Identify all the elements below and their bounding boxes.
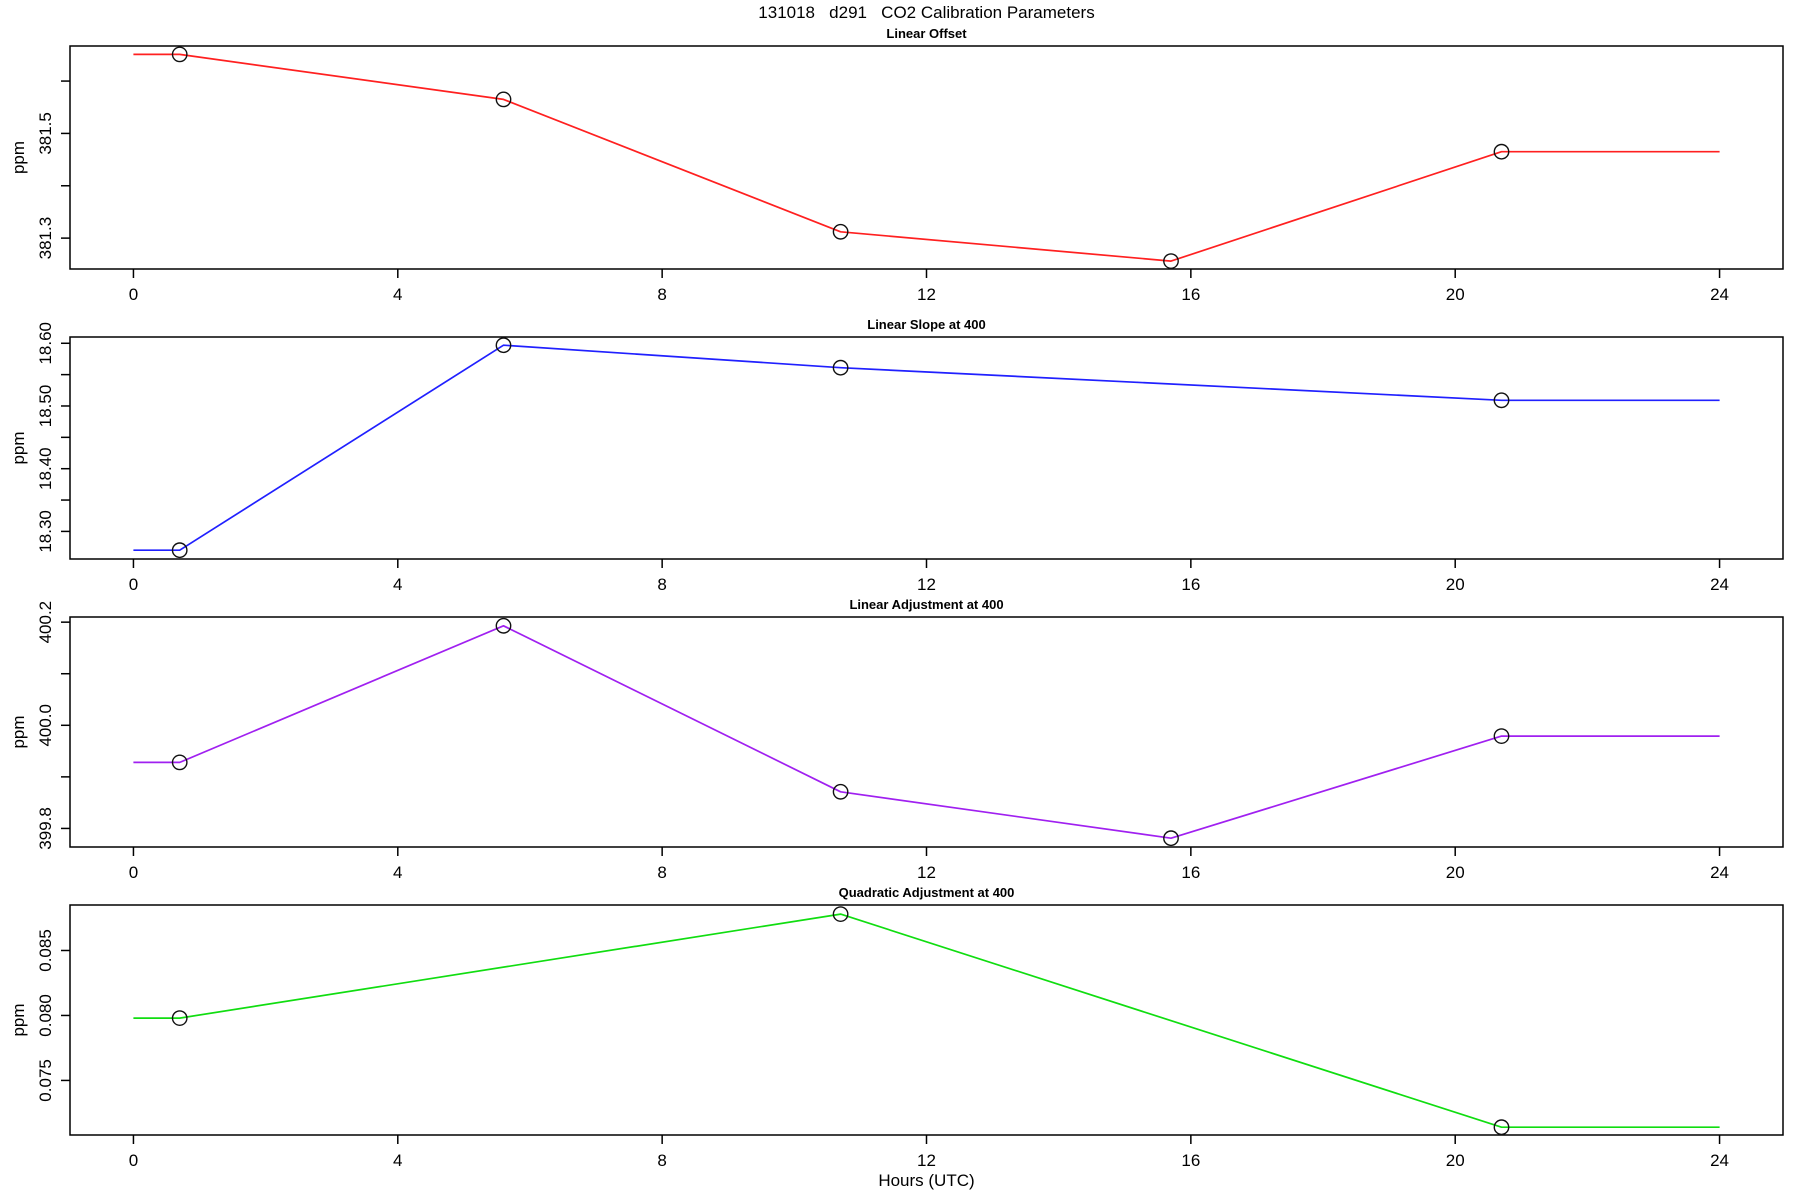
panel-title-quadratic-adjustment: Quadratic Adjustment at 400 (838, 885, 1015, 900)
y-tick-label: 0.080 (36, 994, 55, 1037)
x-tick-label: 4 (393, 285, 402, 304)
x-tick-label: 12 (917, 863, 936, 882)
x-tick-label: 24 (1710, 1151, 1729, 1170)
y-tick-label: 399.8 (36, 807, 55, 850)
data-point (832, 906, 849, 922)
y-tick-label: 381.5 (36, 112, 55, 155)
data-point (495, 617, 512, 634)
y-tick-label: 18.40 (36, 447, 55, 490)
data-point (1163, 830, 1179, 847)
y-tick-label: 400.0 (36, 704, 55, 747)
x-tick-label: 16 (1181, 1151, 1200, 1170)
x-tick-label: 24 (1710, 285, 1729, 304)
x-tick-label: 8 (657, 285, 666, 304)
x-tick-label: 4 (393, 1151, 402, 1170)
figure-title: 131018 d291 CO2 Calibration Parameters (758, 3, 1095, 22)
data-point (171, 1010, 188, 1026)
y-axis-title: ppm (9, 431, 28, 464)
data-point (832, 223, 849, 240)
data-point (1163, 253, 1179, 270)
x-tick-label: 12 (917, 285, 936, 304)
data-point (832, 783, 849, 800)
series-line (133, 624, 1720, 840)
x-tick-label: 8 (657, 1151, 666, 1170)
x-tick-label: 8 (657, 575, 666, 594)
data-point (1493, 728, 1510, 744)
panel-title-linear-slope: Linear Slope at 400 (867, 317, 986, 332)
series-line (133, 344, 1720, 552)
y-axis-title: ppm (9, 1003, 28, 1036)
plot-box (69, 336, 1784, 560)
x-tick-label: 24 (1710, 863, 1729, 882)
y-tick-label: 381.3 (36, 217, 55, 260)
x-tick-label: 24 (1710, 575, 1729, 594)
x-tick-label: 8 (657, 863, 666, 882)
plot-box (69, 45, 1784, 270)
y-tick-label: 18.60 (36, 322, 55, 365)
series-line (133, 53, 1720, 262)
x-tick-label: 16 (1181, 285, 1200, 304)
y-tick-label: 18.50 (36, 385, 55, 428)
data-point (171, 754, 188, 771)
y-tick-label: 18.30 (36, 510, 55, 553)
data-point (1493, 392, 1510, 409)
data-point (1493, 143, 1510, 160)
x-tick-label: 20 (1446, 1151, 1465, 1170)
data-point (1493, 1119, 1510, 1136)
plot-box (69, 904, 1784, 1136)
x-tick-label: 0 (129, 863, 138, 882)
x-tick-label: 4 (393, 863, 402, 882)
y-tick-label: 400.2 (36, 601, 55, 644)
x-tick-label: 20 (1446, 863, 1465, 882)
x-tick-label: 16 (1181, 863, 1200, 882)
panel-title-linear-adjustment: Linear Adjustment at 400 (849, 597, 1004, 612)
x-tick-label: 12 (917, 575, 936, 594)
x-tick-label: 4 (393, 575, 402, 594)
y-axis-title: ppm (9, 141, 28, 174)
plot-box (69, 616, 1784, 848)
y-tick-label: 0.075 (36, 1059, 55, 1102)
x-tick-label: 0 (129, 1151, 138, 1170)
x-axis-title: Hours (UTC) (878, 1171, 975, 1190)
y-tick-label: 0.085 (36, 929, 55, 972)
data-point (832, 359, 849, 376)
panel-title-linear-offset: Linear Offset (886, 26, 967, 41)
data-point (171, 46, 188, 63)
data-point (495, 91, 512, 108)
x-tick-label: 12 (917, 1151, 936, 1170)
x-tick-label: 0 (129, 575, 138, 594)
data-point (495, 337, 512, 354)
x-tick-label: 20 (1446, 575, 1465, 594)
x-tick-label: 0 (129, 285, 138, 304)
data-point (171, 542, 188, 559)
series-line (133, 913, 1720, 1129)
x-tick-label: 20 (1446, 285, 1465, 304)
y-axis-title: ppm (9, 715, 28, 748)
x-tick-label: 16 (1181, 575, 1200, 594)
